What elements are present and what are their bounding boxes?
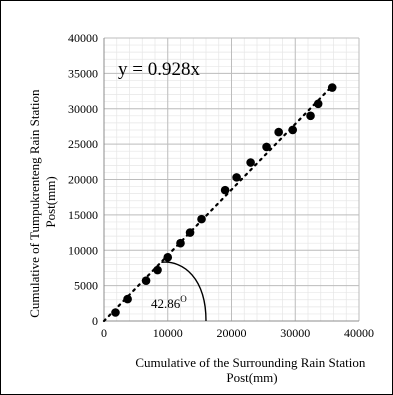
data-point	[123, 294, 132, 304]
data-point	[153, 265, 162, 275]
data-point	[197, 214, 206, 224]
data-point	[232, 173, 241, 182]
x-tick-labels: 0 10000 20000 30000 40000	[101, 326, 374, 340]
y-axis-title-line-1: Cumulative of Tumpukrenteng Rain Station	[27, 89, 42, 318]
data-point	[176, 238, 185, 248]
data-point	[185, 228, 195, 237]
y-tick-label: 40000	[68, 31, 98, 45]
x-axis-title-line-1: Cumulative of the Surrounding Rain Stati…	[135, 355, 366, 370]
y-tick-label: 35000	[68, 66, 98, 80]
data-points	[111, 83, 337, 317]
y-tick-label: 15000	[68, 208, 98, 222]
x-tick-label: 10000	[153, 326, 183, 340]
data-point	[327, 83, 337, 92]
y-tick-label: 25000	[68, 137, 98, 151]
x-tick-label: 0	[101, 326, 107, 340]
data-point	[274, 127, 283, 137]
data-point	[163, 253, 173, 262]
data-point	[313, 99, 323, 109]
x-tick-label: 40000	[344, 326, 374, 340]
angle-unit: O	[180, 294, 187, 304]
data-point	[220, 185, 230, 195]
data-point	[141, 276, 151, 285]
angle-value: 42.86	[151, 296, 181, 311]
data-point	[262, 142, 271, 152]
y-tick-labels: 0 5000 10000 15000 20000 25000 30000 35000 40000	[68, 31, 98, 328]
y-axis-title-line-2: Post(mm)	[43, 176, 58, 227]
data-point	[288, 125, 298, 135]
data-point	[246, 158, 255, 167]
data-point	[306, 111, 315, 121]
x-axis-title-line-2: Post(mm)	[226, 370, 277, 385]
axes	[103, 38, 359, 322]
x-axis-title: Cumulative of the Surrounding Rain Stati…	[135, 355, 368, 385]
y-tick-label: 10000	[68, 243, 98, 257]
x-tick-label: 20000	[217, 326, 247, 340]
angle-layer	[161, 261, 207, 322]
y-tick-label: 30000	[68, 102, 98, 116]
y-axis-title: Cumulative of Tumpukrenteng Rain Station…	[27, 86, 58, 317]
data-point	[111, 308, 120, 317]
angle-arc	[161, 261, 207, 322]
y-tick-label: 20000	[68, 173, 98, 187]
x-tick-label: 30000	[280, 326, 310, 340]
major-grid	[103, 37, 360, 322]
trendline-equation: y = 0.928x	[118, 59, 200, 80]
angle-label: 42.86O	[151, 294, 187, 311]
y-tick-label: 0	[92, 314, 98, 328]
y-tick-label: 5000	[74, 279, 98, 293]
